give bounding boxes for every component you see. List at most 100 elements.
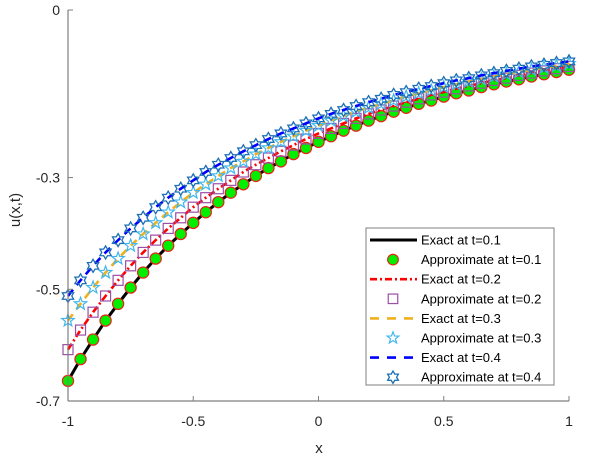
data-point: [525, 67, 538, 79]
y-axis-title: u(x,t): [7, 193, 24, 227]
x-tick-label: -0.5: [181, 413, 205, 429]
data-point: [374, 91, 388, 107]
data-point: [400, 96, 412, 108]
x-tick-label: -1: [62, 413, 75, 429]
data-point: [197, 176, 214, 191]
series-3: [66, 65, 570, 351]
data-point: [85, 279, 101, 295]
data-point: [286, 120, 301, 137]
y-tick-label: 0: [52, 2, 60, 18]
data-point: [124, 281, 137, 294]
data-point: [162, 222, 174, 235]
y-tick-label: -0.3: [36, 170, 60, 186]
data-point: [549, 55, 564, 71]
data-point: [225, 174, 237, 186]
data-point: [550, 63, 563, 75]
data-point: [298, 122, 314, 138]
data-point: [98, 244, 113, 261]
data-point: [362, 114, 375, 127]
data-point: [174, 227, 187, 241]
y-tick-label: -0.7: [36, 393, 60, 409]
legend-label: Approximate at t=0.1: [421, 252, 541, 267]
data-point: [136, 210, 150, 226]
data-point: [273, 133, 289, 149]
data-point: [513, 69, 525, 81]
data-point: [262, 152, 274, 164]
y-tick-label: -0.5: [36, 281, 60, 297]
legend-label: Exact at t=0.2: [421, 272, 501, 287]
data-point: [224, 186, 238, 199]
x-tick-label: 0.5: [434, 413, 454, 429]
series-8: [61, 53, 576, 304]
data-point: [187, 201, 199, 213]
data-point: [361, 94, 376, 110]
data-point: [310, 117, 327, 133]
data-point: [86, 258, 100, 274]
data-point: [349, 98, 363, 114]
data-point: [210, 167, 227, 183]
data-point: [249, 137, 263, 153]
legend-entry: Approximate at t=0.1: [387, 252, 541, 267]
data-point: [97, 264, 114, 280]
data-point: [424, 78, 438, 94]
legend-marker: [387, 253, 399, 266]
legend-entry: Exact at t=0.3: [370, 311, 501, 326]
data-point: [199, 164, 213, 180]
data-point: [474, 67, 489, 84]
data-point: [161, 189, 175, 206]
data-point: [175, 212, 187, 224]
data-point: [248, 145, 264, 161]
data-point: [187, 216, 200, 230]
data-point: [299, 141, 313, 155]
data-point: [147, 214, 164, 230]
data-point: [462, 70, 476, 86]
data-point: [261, 131, 276, 147]
data-point: [499, 63, 514, 79]
data-point: [149, 252, 162, 265]
legend-entry: Exact at t=0.2: [370, 272, 501, 287]
data-point: [262, 161, 275, 175]
data-point: [275, 145, 287, 157]
data-point: [86, 333, 100, 346]
data-point: [311, 110, 326, 127]
data-point: [411, 80, 426, 97]
y-ticks: 0 -0.3 -0.5 -0.7: [36, 2, 73, 409]
data-point: [323, 112, 339, 128]
series-layer: [60, 53, 577, 388]
data-point: [235, 153, 252, 169]
data-point: [285, 128, 302, 143]
data-point: [186, 172, 200, 189]
x-ticks: -1 -0.5 0 0.5 1: [62, 396, 573, 429]
legend-entry: Approximate at t=0.3: [385, 330, 541, 346]
data-point: [349, 119, 363, 132]
legend-marker: [387, 293, 399, 305]
data-point: [200, 192, 212, 204]
legend-label: Exact at t=0.1: [421, 233, 501, 248]
data-point: [110, 250, 126, 266]
data-point: [237, 166, 249, 178]
data-point: [336, 102, 351, 118]
data-point: [135, 225, 151, 241]
legend-label: Exact at t=0.4: [421, 350, 501, 365]
data-point: [374, 109, 388, 123]
data-point: [500, 72, 512, 84]
data-point: [386, 87, 401, 103]
data-point: [111, 297, 125, 311]
data-point: [125, 260, 137, 272]
legend-label: Approximate at t=0.4: [421, 370, 541, 385]
data-point: [236, 143, 251, 160]
legend: Exact at t=0.1 Approximate at t=0.1 Exact …: [365, 227, 555, 386]
data-point: [136, 266, 150, 279]
data-point: [185, 184, 202, 200]
data-point: [237, 178, 250, 191]
data-point: [74, 352, 87, 366]
data-point: [224, 150, 238, 166]
data-point: [324, 130, 338, 143]
data-point: [260, 139, 277, 155]
x-tick-label: 0: [315, 413, 323, 429]
x-axis-title: x: [315, 440, 323, 457]
data-point: [112, 274, 124, 286]
legend-label: Approximate at t=0.3: [421, 331, 541, 346]
data-point: [99, 314, 112, 327]
